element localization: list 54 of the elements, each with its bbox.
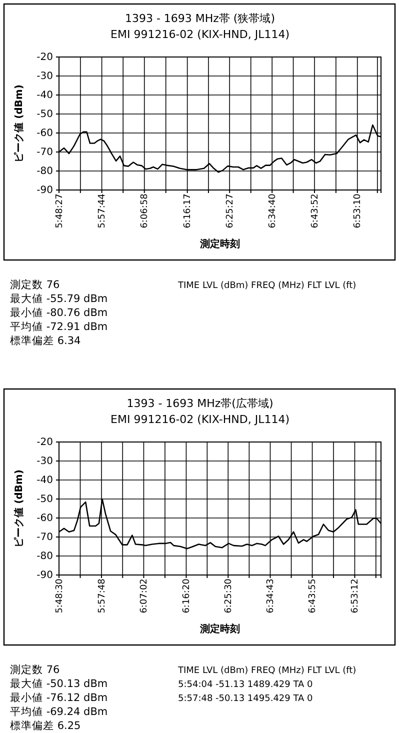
y-tick-label: -60	[36, 128, 53, 140]
y-tick-label: -90	[36, 570, 53, 582]
x-tick-label: 6:34:43	[266, 578, 276, 614]
x-tick-label: 6:25:30	[224, 578, 234, 614]
x-tick-label: 6:43:55	[308, 578, 318, 614]
y-axis-title: ピーク値 (dBm)	[13, 84, 25, 162]
y-tick-label: -70	[36, 147, 53, 158]
text: 5:54:04 -51.13 1489.429 TA 0	[178, 680, 314, 690]
text: 平均値 -69.24 dBm	[10, 706, 108, 718]
x-tick-label: 6:25:27	[225, 194, 236, 228]
y-tick-label: -30	[36, 71, 53, 82]
y-tick-label: -80	[36, 551, 53, 562]
x-tick-label: 5:57:48	[97, 578, 108, 614]
y-tick-label: -30	[36, 456, 53, 468]
text: 平均値 -72.91 dBm	[10, 321, 108, 333]
y-tick-label: -40	[36, 475, 53, 486]
text: 最小値 -76.12 dBm	[10, 691, 108, 704]
x-tick-label: 6:43:52	[310, 194, 320, 228]
y-tick-label: -20	[36, 437, 53, 448]
x-axis-title: 測定時刻	[199, 238, 240, 250]
text: 標準偏差 6.25	[10, 720, 81, 732]
chart-title: 1393 - 1693 MHz帯(広帯域)	[126, 397, 274, 410]
x-tick-label: 6:16:20	[182, 578, 192, 614]
x-tick-label: 5:48:27	[54, 194, 65, 228]
x-tick-label: 5:57:44	[98, 193, 108, 228]
x-axis-title: 測定時刻	[199, 623, 240, 635]
text: 5:57:48 -50.13 1495.429 TA 0	[178, 694, 314, 704]
y-axis-title: ピーク値 (dBm)	[13, 470, 25, 548]
chart-subtitle: EMI 991216-02 (KIX-HND, JL114)	[110, 413, 290, 426]
x-tick-label: 6:07:02	[140, 578, 150, 614]
y-tick-label: -90	[36, 185, 53, 196]
chart-subtitle: EMI 991216-02 (KIX-HND, JL114)	[110, 28, 290, 41]
y-tick-label: -50	[36, 494, 53, 506]
y-tick-label: -20	[36, 52, 53, 64]
text: 標準偏差 6.34	[10, 335, 82, 347]
y-tick-label: -60	[36, 513, 53, 524]
text: 最大値 -55.79 dBm	[10, 292, 108, 305]
text: 測定数 76	[10, 663, 60, 676]
y-tick-label: -70	[36, 532, 53, 544]
text: 最大値 -50.13 dBm	[10, 677, 108, 690]
x-tick-label: 6:53:12	[350, 578, 361, 614]
text: 最小値 -80.76 dBm	[10, 306, 108, 319]
text: TIME LVL (dBm) FREQ (MHz) FLT LVL (ft)	[177, 281, 356, 291]
text: TIME LVL (dBm) FREQ (MHz) FLT LVL (ft)	[177, 666, 356, 676]
text: 測定数 76	[10, 278, 60, 291]
x-tick-label: 6:16:17	[183, 194, 194, 228]
x-tick-label: 5:48:30	[54, 578, 65, 614]
x-tick-label: 6:06:58	[140, 193, 150, 228]
x-tick-label: 6:34:40	[268, 193, 278, 228]
y-tick-label: -80	[36, 166, 53, 178]
chart-title: 1393 - 1693 MHz帯 (狭帯域)	[124, 12, 276, 25]
y-tick-label: -50	[36, 109, 53, 120]
x-tick-label: 6:53:10	[353, 193, 364, 228]
y-tick-label: -40	[36, 90, 53, 102]
